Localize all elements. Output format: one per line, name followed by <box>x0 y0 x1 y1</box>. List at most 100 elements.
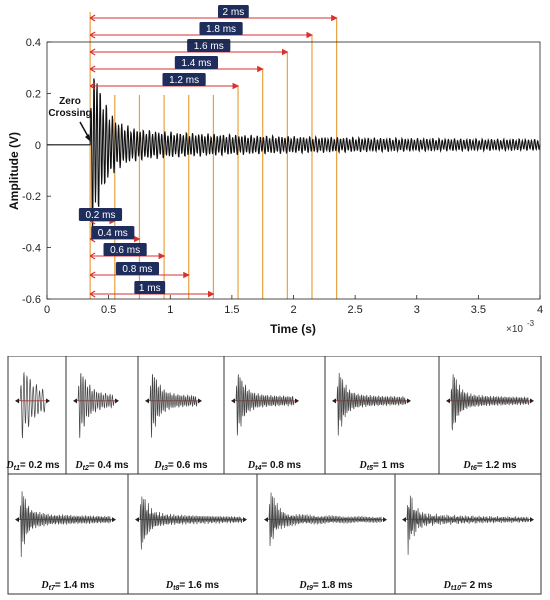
duration-label-box <box>91 226 135 239</box>
duration-arrow-tail-b <box>89 68 96 73</box>
panel-subscript: t2 <box>83 465 89 472</box>
duration-arrow-10: 2 ms <box>89 5 338 22</box>
x-tick-label: 2.5 <box>347 304 362 316</box>
panel-8: Dt8= 1.6 ms <box>127 474 247 594</box>
x-tick-label: 4 <box>537 304 543 316</box>
duration-label-box <box>199 22 243 35</box>
duration-arrow-tail-b <box>89 34 96 39</box>
duration-arrow-4: 0.8 ms <box>89 262 190 279</box>
panel-subscript: t7 <box>49 585 56 592</box>
axes-frame <box>46 41 541 300</box>
panel-subscript: t1 <box>14 465 20 472</box>
panel-waveform <box>235 374 295 436</box>
duration-arrow-1: 0.2 ms <box>78 208 123 225</box>
axes: 0 0.5 1 1.5 2 2.5 3 3.5 4 -0.6 -0.4 -0.2 0 0.2 0.4 <box>22 37 543 316</box>
panel-symbol: D <box>462 460 470 471</box>
duration-arrow-tail-b <box>89 274 96 279</box>
duration-arrow-tail-a <box>89 14 96 19</box>
y-tick-label: 0 <box>35 140 41 152</box>
x-exponent-base: ×10 <box>506 324 523 335</box>
panel-symbol: D <box>40 580 48 591</box>
zero-crossing-annotation: Zero Crossing <box>48 96 92 142</box>
duration-label: 1 ms <box>139 283 161 294</box>
panels-frame <box>7 356 542 595</box>
panel-waveform <box>139 496 243 550</box>
panel-label: Dt1= 0.2 ms <box>5 460 60 472</box>
duration-arrow-9: 1.8 ms <box>89 22 314 39</box>
panel-5: Dt5= 1 ms <box>324 356 411 474</box>
panel-subscript: t4 <box>255 465 261 472</box>
x-exponent-power: -3 <box>527 319 535 328</box>
duration-arrow-tail-a <box>89 290 96 295</box>
panel-9: Dt9= 1.8 ms <box>256 474 387 594</box>
panel-label: Dt4= 0.8 ms <box>247 460 302 472</box>
duration-arrow-6: 1.2 ms <box>89 73 240 90</box>
duration-arrow-tail-b <box>89 293 96 298</box>
panel-label: Dt9= 1.8 ms <box>298 580 353 592</box>
panel-value: = 1.2 ms <box>477 460 517 471</box>
panel-arrow-left <box>332 398 336 404</box>
duration-arrow-tail-a <box>89 31 96 36</box>
panel-value: = 0.8 ms <box>261 460 301 471</box>
panel-waveform <box>149 374 198 438</box>
panel-symbol: D <box>74 460 82 471</box>
duration-arrow-5: 1 ms <box>89 281 215 298</box>
duration-label: 1.6 ms <box>194 41 224 52</box>
panel-value: = 1.8 ms <box>313 580 353 591</box>
panel-arrow-left <box>446 398 450 404</box>
duration-arrow-tail-b <box>89 51 96 56</box>
duration-arrow-tail-b <box>89 238 96 243</box>
duration-label-box <box>217 5 249 18</box>
panel-value: = 0.6 ms <box>168 460 208 471</box>
panel-subscript: t5 <box>367 465 373 472</box>
panel-arrow-right <box>295 398 299 404</box>
y-tick-label: -0.4 <box>22 243 41 255</box>
duration-label: 2 ms <box>223 7 245 18</box>
x-tick-label: 0 <box>44 304 50 316</box>
duration-label-box <box>162 73 206 86</box>
signal-line <box>47 78 541 240</box>
panel-2: Dt2= 0.4 ms <box>65 356 129 474</box>
annotation-arrow-head <box>85 134 91 142</box>
duration-label: 0.2 ms <box>85 210 115 221</box>
duration-arrow-tail-b <box>89 220 96 225</box>
panel-label: Dt5= 1 ms <box>359 460 405 472</box>
duration-label-box <box>115 262 160 275</box>
panel-waveform <box>268 492 383 547</box>
duration-arrow-8: 1.6 ms <box>89 39 289 56</box>
duration-arrow-tail-a <box>89 48 96 53</box>
panel-symbol: D <box>153 460 161 471</box>
duration-label-box <box>103 243 147 256</box>
duration-label: 0.8 ms <box>122 264 152 275</box>
panel-arrow-left <box>145 398 149 404</box>
duration-arrow-tail-a <box>89 252 96 257</box>
x-tick-label: 1.5 <box>224 304 239 316</box>
panel-subscript: t8 <box>173 585 179 592</box>
duration-label: 1.8 ms <box>206 24 236 35</box>
panel-subscript: t9 <box>307 585 313 592</box>
duration-label-box <box>78 208 123 221</box>
panel-arrow-left <box>231 398 235 404</box>
duration-label-box <box>174 56 219 69</box>
x-tick-label: 3.5 <box>471 304 486 316</box>
panel-label: Dt7= 1.4 ms <box>40 580 95 592</box>
x-tick-label: 3 <box>414 304 420 316</box>
panel-waveform <box>19 491 112 558</box>
duration-arrow-tail-b <box>89 17 96 22</box>
duration-label: 1.4 ms <box>181 58 211 69</box>
panel-waveform <box>336 372 407 436</box>
y-tick-label: -0.2 <box>22 191 41 203</box>
panel-subscript: t10 <box>451 585 461 592</box>
x-tick-label: 2 <box>290 304 296 316</box>
panel-label: Dt2= 0.4 ms <box>74 460 129 472</box>
annotation-line-2: Crossing <box>48 108 91 119</box>
duration-arrow-tail-a <box>89 65 96 70</box>
panel-3: Dt3= 0.6 ms <box>137 356 208 474</box>
panel-value: = 0.2 ms <box>20 460 60 471</box>
panel-value: = 2 ms <box>461 580 493 591</box>
panel-arrow-right <box>198 398 202 404</box>
panel-4: Dt4= 0.8 ms <box>223 356 302 474</box>
panel-1: Dt1= 0.2 ms <box>5 371 60 472</box>
y-tick-label: 0.2 <box>26 88 41 100</box>
